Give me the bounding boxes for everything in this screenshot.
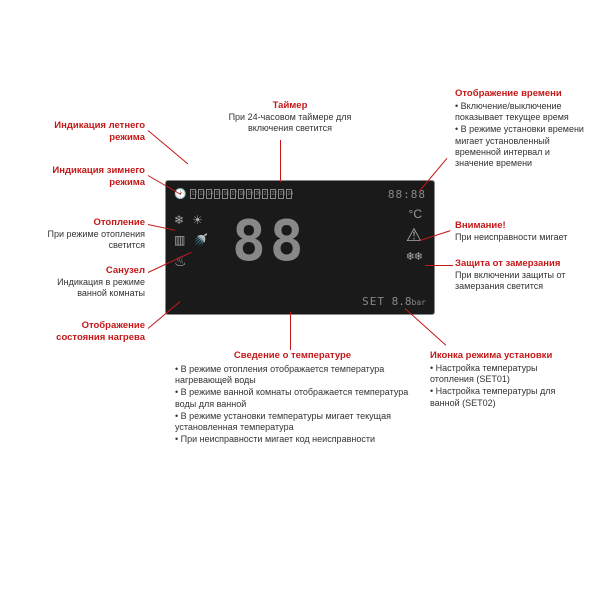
radiator-icon: ▥ bbox=[174, 233, 185, 247]
timer-tick: 24 bbox=[286, 189, 292, 199]
callout-line: При режиме отопления светится bbox=[30, 229, 145, 252]
set-value: 8.8 bbox=[392, 295, 412, 308]
callout-line: При неисправности мигает bbox=[455, 232, 585, 243]
callout-title: Отопление bbox=[30, 217, 145, 229]
callout-set-mode: Иконка режима установки Настройка темпер… bbox=[430, 350, 580, 409]
callout-timer: Таймер При 24-часовом таймере для включе… bbox=[210, 100, 370, 134]
callout-time-display: Отображение времени Включение/выключение… bbox=[455, 88, 585, 169]
callout-title: Внимание! bbox=[455, 220, 585, 232]
warning-icon: ⚠ bbox=[406, 225, 422, 246]
timer-tick: 19 bbox=[246, 189, 252, 199]
callout-summer: Индикация летнего режима bbox=[30, 120, 145, 144]
callout-line: В режиме отопления отображается температ… bbox=[175, 364, 410, 387]
callout-line: В режиме установки времени мигает устано… bbox=[455, 124, 585, 169]
timer-tick: 14 bbox=[206, 189, 212, 199]
callout-line: Включение/выключение показывает текущее … bbox=[455, 101, 585, 124]
leader-line bbox=[425, 265, 453, 266]
timer-bar: 🕑 12 13 14 15 16 17 18 19 20 21 22 23 24… bbox=[174, 187, 426, 201]
freeze-protect-icon: ❄❄ bbox=[406, 250, 422, 263]
leader-line bbox=[290, 312, 291, 350]
leader-line bbox=[280, 140, 281, 182]
callout-list: Настройка температуры отопления (SET01) … bbox=[430, 363, 580, 409]
timer-tick: 16 bbox=[222, 189, 228, 199]
callout-line: Настройка температуры для ванной (SET02) bbox=[430, 386, 580, 409]
callout-warning: Внимание! При неисправности мигает bbox=[455, 220, 585, 243]
callout-list: В режиме отопления отображается температ… bbox=[175, 364, 410, 446]
sun-icon: ☀ bbox=[192, 213, 203, 227]
callout-freeze: Защита от замерзания При включении защит… bbox=[455, 258, 585, 292]
callout-winter: Индикация зимнего режима bbox=[30, 165, 145, 189]
callout-line: В режиме ванной комнаты отображается тем… bbox=[175, 387, 410, 410]
set-label: SET bbox=[362, 295, 385, 308]
timer-tick: 20 bbox=[254, 189, 260, 199]
timer-tick: 13 bbox=[198, 189, 204, 199]
callout-line: При включении защиты от замерзания свети… bbox=[455, 270, 585, 293]
timer-tick: 17 bbox=[230, 189, 236, 199]
timer-tick: 22 bbox=[270, 189, 276, 199]
snowflake-icon: ❄ bbox=[174, 213, 184, 227]
callout-temp-info: Сведение о температуре В режиме отоплени… bbox=[175, 350, 410, 446]
temperature-digits: 88 bbox=[232, 209, 307, 274]
callout-title: Иконка режима установки bbox=[430, 350, 580, 362]
callout-heat-state: Отображение состояния нагрева bbox=[30, 320, 145, 344]
callout-title: Санузел bbox=[30, 265, 145, 277]
timer-tick: 21 bbox=[262, 189, 268, 199]
callout-title: Отображение состояния нагрева bbox=[30, 320, 145, 344]
timer-tick: 15 bbox=[214, 189, 220, 199]
display-mid-row: ❄ ☀ ▥ 🚿 ♨ 88 °C ⚠ ❄❄ bbox=[174, 201, 426, 281]
lcd-display: 🕑 12 13 14 15 16 17 18 19 20 21 22 23 24… bbox=[165, 180, 435, 315]
callout-title: Индикация летнего режима bbox=[30, 120, 145, 144]
callout-heating: Отопление При режиме отопления светится bbox=[30, 217, 145, 251]
timer-tick: 12 bbox=[190, 189, 196, 199]
timer-tick: 18 bbox=[238, 189, 244, 199]
callout-title: Отображение времени bbox=[455, 88, 585, 100]
bar-label: bar bbox=[412, 298, 426, 307]
callout-title: Таймер bbox=[210, 100, 370, 112]
timer-tick: 23 bbox=[278, 189, 284, 199]
leader-line bbox=[148, 130, 188, 164]
faucet-icon: 🚿 bbox=[193, 233, 208, 247]
callout-line: Индикация в режиме ванной комнаты bbox=[30, 277, 145, 300]
callout-list: Включение/выключение показывает текущее … bbox=[455, 101, 585, 170]
callout-title: Защита от замерзания bbox=[455, 258, 585, 270]
set-bar: SET 8.8bar bbox=[362, 295, 426, 308]
left-icon-column: ❄ ☀ ▥ 🚿 ♨ bbox=[174, 213, 224, 270]
callout-title: Сведение о температуре bbox=[175, 350, 410, 362]
callout-line: При 24-часовом таймере для включения све… bbox=[210, 112, 370, 135]
celsius-label: °C bbox=[409, 207, 422, 221]
callout-line: В режиме установки температуры мигает те… bbox=[175, 411, 410, 434]
callout-line: При неисправности мигает код неисправнос… bbox=[175, 434, 410, 445]
callout-title: Индикация зимнего режима bbox=[30, 165, 145, 189]
right-icon-column: °C ⚠ ❄❄ bbox=[406, 207, 422, 263]
callout-bathroom: Санузел Индикация в режиме ванной комнат… bbox=[30, 265, 145, 299]
callout-line: Настройка температуры отопления (SET01) bbox=[430, 363, 580, 386]
